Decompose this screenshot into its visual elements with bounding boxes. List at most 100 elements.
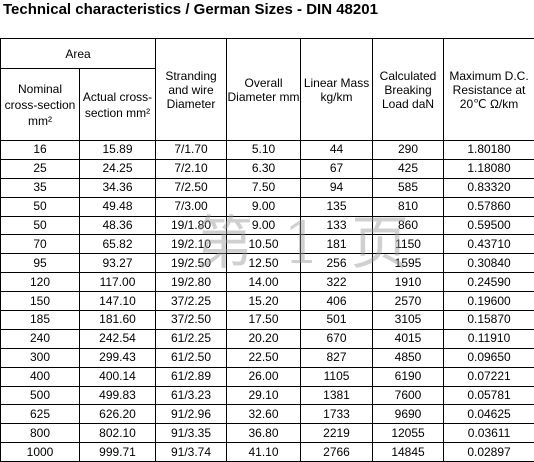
table-cell: 14.00 [226, 272, 302, 293]
header: Calculated Breaking Load daN [372, 38, 445, 141]
table-row: 16 15.89 7/1.70 5.10 44 290 1.80180 [0, 140, 534, 160]
table-cell: 1000 [0, 442, 80, 462]
table-cell: 10.50 [226, 234, 302, 255]
table-cell: 299.43 [78, 347, 157, 368]
table-cell: 500 [0, 385, 80, 406]
table-cell: 0.57860 [443, 196, 534, 217]
table-cell: 0.03611 [443, 423, 534, 444]
table-cell: 499.83 [78, 385, 157, 406]
table-cell: 91/2.96 [155, 404, 228, 425]
table-cell: 181 [300, 234, 374, 255]
table-cell: 2766 [300, 442, 374, 462]
table-cell: 6190 [372, 366, 445, 387]
table-cell: 670 [300, 328, 374, 349]
table-row: 120 117.00 19/2.80 14.00 322 1910 0.24590 [0, 272, 534, 293]
table-cell: 0.02897 [443, 442, 534, 462]
table-cell: 19/2.10 [155, 234, 228, 255]
table-cell: 0.11910 [443, 328, 534, 349]
table-cell: 7/3.00 [155, 196, 228, 217]
table-cell: 256 [300, 253, 374, 274]
table-body: 16 15.89 7/1.70 5.10 44 290 1.80180 25 24.25 7/2.… [0, 140, 534, 462]
table-cell: 501 [300, 310, 374, 330]
table-cell: 61/3.23 [155, 385, 228, 406]
table-cell: 625 [0, 404, 80, 425]
header: Nominal cross-section mm² [0, 68, 80, 141]
table-cell: 61/2.50 [155, 347, 228, 368]
table-cell: 7.50 [226, 177, 302, 198]
table-cell: 41.10 [226, 442, 302, 462]
table-cell: 626.20 [78, 404, 157, 425]
table-cell: 24.25 [78, 158, 157, 179]
table-cell: 48.36 [78, 215, 157, 236]
table-row: 150 147.10 37/2.25 15.20 406 2570 0.19600 [0, 291, 534, 312]
table-cell: 322 [300, 272, 374, 293]
data-table: Area Stranding and wire Diameter Overall… [0, 38, 534, 462]
table-cell: 406 [300, 291, 374, 312]
table-cell: 67 [300, 158, 374, 179]
table-cell: 15.89 [78, 140, 157, 160]
table-cell: 3105 [372, 310, 445, 330]
table-cell: 50 [0, 196, 80, 217]
table-cell: 800 [0, 423, 80, 444]
table-cell: 0.07221 [443, 366, 534, 387]
table-row: 300 299.43 61/2.50 22.50 827 4850 0.09650 [0, 347, 534, 368]
table-cell: 19/2.80 [155, 272, 228, 293]
table-cell: 20.20 [226, 328, 302, 349]
table-cell: 240 [0, 328, 80, 349]
table-cell: 44 [300, 140, 374, 160]
table-cell: 26.00 [226, 366, 302, 387]
header: Actual cross-section mm² [78, 68, 157, 141]
table-row: 35 34.36 7/2.50 7.50 94 585 0.83320 [0, 177, 534, 198]
table-cell: 12055 [372, 423, 445, 444]
table-cell: 827 [300, 347, 374, 368]
header: Linear Mass kg/km [300, 38, 374, 141]
table-cell: 32.60 [226, 404, 302, 425]
table-cell: 0.09650 [443, 347, 534, 368]
table-cell: 5.10 [226, 140, 302, 160]
table-cell: 7/1.70 [155, 140, 228, 160]
table-cell: 300 [0, 347, 80, 368]
table-cell: 1.80180 [443, 140, 534, 160]
table-cell: 1381 [300, 385, 374, 406]
table-cell: 290 [372, 140, 445, 160]
table-cell: 0.43710 [443, 234, 534, 255]
table-cell: 2219 [300, 423, 374, 444]
table-cell: 4015 [372, 328, 445, 349]
table-cell: 585 [372, 177, 445, 198]
table-cell: 242.54 [78, 328, 157, 349]
table-cell: 181.60 [78, 310, 157, 330]
table-cell: 29.10 [226, 385, 302, 406]
table-cell: 1733 [300, 404, 374, 425]
table-cell: 1105 [300, 366, 374, 387]
table-cell: 400 [0, 366, 80, 387]
table-cell: 9.00 [226, 196, 302, 217]
table-row: 800 802.10 91/3.35 36.80 2219 12055 0.03611 [0, 423, 534, 444]
header: Maximum D.C. Resistance at 20℃ Ω/km [443, 38, 534, 141]
table-cell: 35 [0, 177, 80, 198]
table-cell: 17.50 [226, 310, 302, 330]
table-cell: 19/2.50 [155, 253, 228, 274]
table-cell: 1150 [372, 234, 445, 255]
table-row: 70 65.82 19/2.10 10.50 181 1150 0.43710 [0, 234, 534, 255]
table-cell: 25 [0, 158, 80, 179]
table-cell: 0.83320 [443, 177, 534, 198]
table-cell: 860 [372, 215, 445, 236]
table-cell: 61/2.89 [155, 366, 228, 387]
table-row: 95 93.27 19/2.50 12.50 256 1595 0.30840 [0, 253, 534, 274]
table-cell: 7/2.50 [155, 177, 228, 198]
table-cell: 37/2.50 [155, 310, 228, 330]
table-cell: 50 [0, 215, 80, 236]
table-cell: 0.19600 [443, 291, 534, 312]
table-cell: 12.50 [226, 253, 302, 274]
table-cell: 6.30 [226, 158, 302, 179]
table-cell: 93.27 [78, 253, 157, 274]
table-cell: 0.30840 [443, 253, 534, 274]
table-cell: 1.18080 [443, 158, 534, 179]
table-cell: 133 [300, 215, 374, 236]
table-row: 185 181.60 37/2.50 17.50 501 3105 0.15870 [0, 310, 534, 330]
table-cell: 1595 [372, 253, 445, 274]
table-cell: 7600 [372, 385, 445, 406]
table-cell: 15.20 [226, 291, 302, 312]
table-cell: 70 [0, 234, 80, 255]
